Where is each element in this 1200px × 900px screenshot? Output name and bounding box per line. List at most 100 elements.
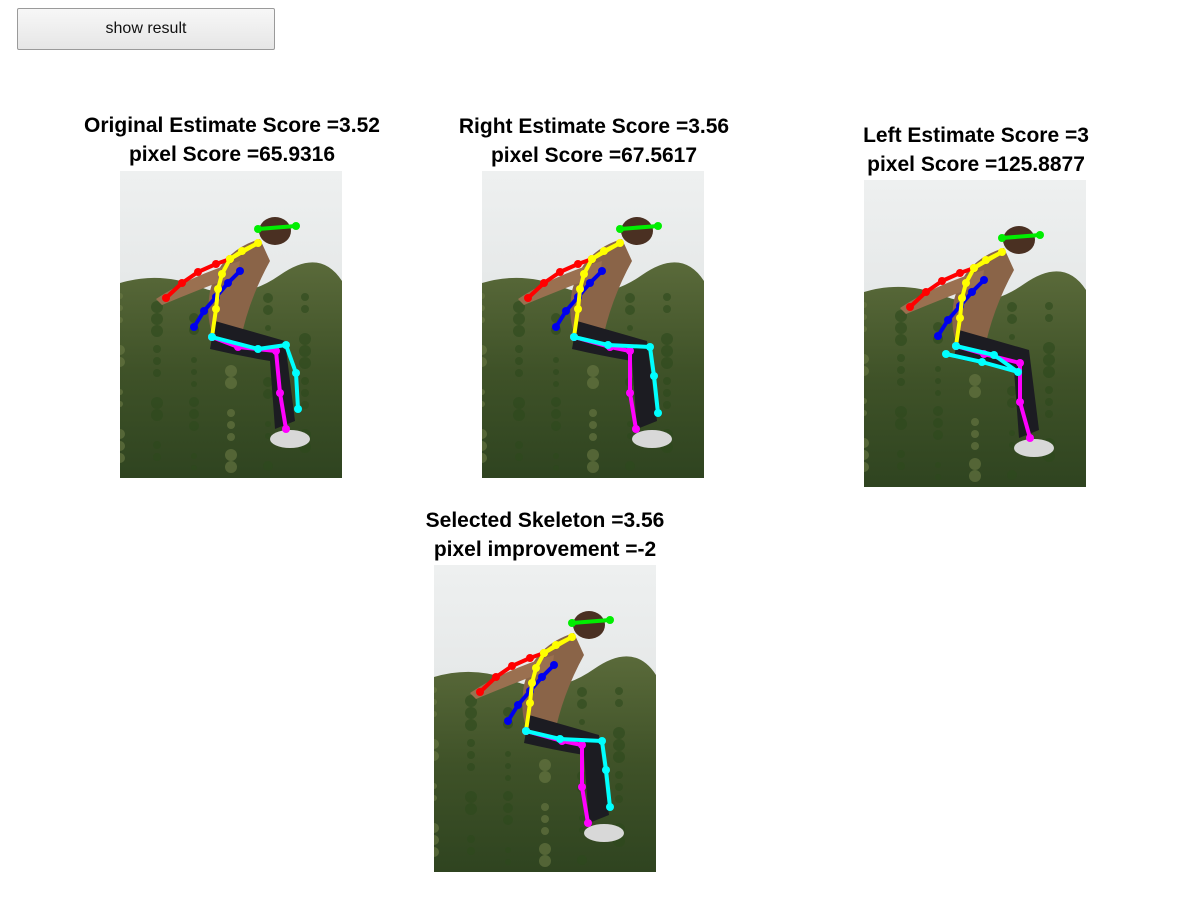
- joint-point: [224, 279, 232, 287]
- joint-point: [1014, 368, 1022, 376]
- joint-point: [292, 369, 300, 377]
- joint-point: [294, 405, 302, 413]
- joint-point: [602, 766, 610, 774]
- joint-point: [508, 662, 516, 670]
- joint-point: [616, 239, 624, 247]
- pose-skeleton: [476, 616, 614, 827]
- joint-point: [162, 294, 170, 302]
- joint-point: [944, 316, 952, 324]
- joint-point: [568, 633, 576, 641]
- panel-title-left: Left Estimate Score =3 pixel Score =125.…: [806, 121, 1146, 179]
- panel-score-line: Selected Skeleton =3.56: [425, 509, 665, 532]
- photo-with-skeleton: [482, 171, 704, 478]
- joint-point: [606, 616, 614, 624]
- joint-point: [978, 358, 986, 366]
- pose-skeleton: [524, 222, 662, 433]
- pose-image-selected: [434, 565, 656, 872]
- panel-score-line: Right Estimate Score =3.56: [458, 115, 730, 138]
- joint-point: [190, 323, 198, 331]
- head-limb: [618, 224, 660, 231]
- joint-point: [588, 255, 596, 263]
- joint-point: [212, 305, 220, 313]
- joint-point: [526, 654, 534, 662]
- joint-point: [226, 255, 234, 263]
- joint-point: [626, 347, 634, 355]
- joint-point: [632, 425, 640, 433]
- joint-point: [654, 222, 662, 230]
- joint-point: [550, 661, 558, 669]
- head-limb: [570, 618, 612, 625]
- joint-point: [922, 288, 930, 296]
- panel-pixel-score-line: pixel Score =125.8877: [867, 153, 1085, 176]
- joint-point: [276, 389, 284, 397]
- joint-point: [990, 351, 998, 359]
- joint-point: [254, 239, 262, 247]
- joint-point: [934, 332, 942, 340]
- joint-point: [952, 342, 960, 350]
- joint-point: [562, 307, 570, 315]
- joint-point: [212, 260, 220, 268]
- panel-pixel-score-line: pixel Score =65.9316: [128, 143, 336, 166]
- head-limb: [1000, 233, 1042, 240]
- joint-point: [942, 350, 950, 358]
- joint-point: [600, 247, 608, 255]
- joint-point: [178, 279, 186, 287]
- photo-with-skeleton: [120, 171, 342, 478]
- joint-point: [522, 727, 530, 735]
- joint-point: [654, 409, 662, 417]
- pose-skeleton: [162, 222, 302, 433]
- joint-point: [194, 268, 202, 276]
- joint-point: [578, 783, 586, 791]
- show-result-button[interactable]: show result: [17, 8, 275, 50]
- joint-point: [970, 264, 978, 272]
- joint-point: [576, 285, 584, 293]
- joint-point: [598, 267, 606, 275]
- joint-point: [958, 294, 966, 302]
- joint-point: [998, 248, 1006, 256]
- joint-point: [616, 225, 624, 233]
- joint-point: [208, 333, 216, 341]
- joint-point: [200, 307, 208, 315]
- joint-point: [604, 341, 612, 349]
- joint-point: [1016, 359, 1024, 367]
- joint-point: [282, 341, 290, 349]
- head-limb: [256, 224, 298, 231]
- joint-point: [598, 737, 606, 745]
- photo-with-skeleton: [864, 180, 1086, 487]
- joint-point: [580, 270, 588, 278]
- joint-point: [540, 279, 548, 287]
- panel-title-original: Original Estimate Score =3.52 pixel Scor…: [62, 111, 402, 169]
- joint-point: [998, 234, 1006, 242]
- joint-point: [574, 260, 582, 268]
- panel-score-line: Left Estimate Score =3: [863, 124, 1089, 147]
- joint-point: [254, 345, 262, 353]
- panel-title-right: Right Estimate Score =3.56 pixel Score =…: [424, 112, 764, 170]
- joint-point: [956, 269, 964, 277]
- joint-point: [906, 303, 914, 311]
- joint-point: [938, 277, 946, 285]
- joint-point: [982, 256, 990, 264]
- joint-point: [272, 347, 280, 355]
- joint-point: [574, 305, 582, 313]
- joint-point: [606, 803, 614, 811]
- joint-point: [504, 717, 512, 725]
- joint-point: [584, 819, 592, 827]
- joint-point: [1026, 434, 1034, 442]
- pose-image-right: [482, 171, 704, 478]
- pose-image-original: [120, 171, 342, 478]
- joint-point: [956, 314, 964, 322]
- joint-point: [552, 323, 560, 331]
- joint-point: [586, 279, 594, 287]
- joint-point: [540, 649, 548, 657]
- joint-point: [514, 701, 522, 709]
- joint-point: [646, 343, 654, 351]
- joint-point: [556, 268, 564, 276]
- joint-point: [980, 276, 988, 284]
- joint-point: [568, 619, 576, 627]
- panel-pixel-score-line: pixel improvement =-2: [433, 538, 657, 561]
- pose-skeleton: [906, 231, 1044, 442]
- joint-point: [214, 285, 222, 293]
- joint-point: [578, 741, 586, 749]
- joint-point: [962, 279, 970, 287]
- joint-point: [650, 372, 658, 380]
